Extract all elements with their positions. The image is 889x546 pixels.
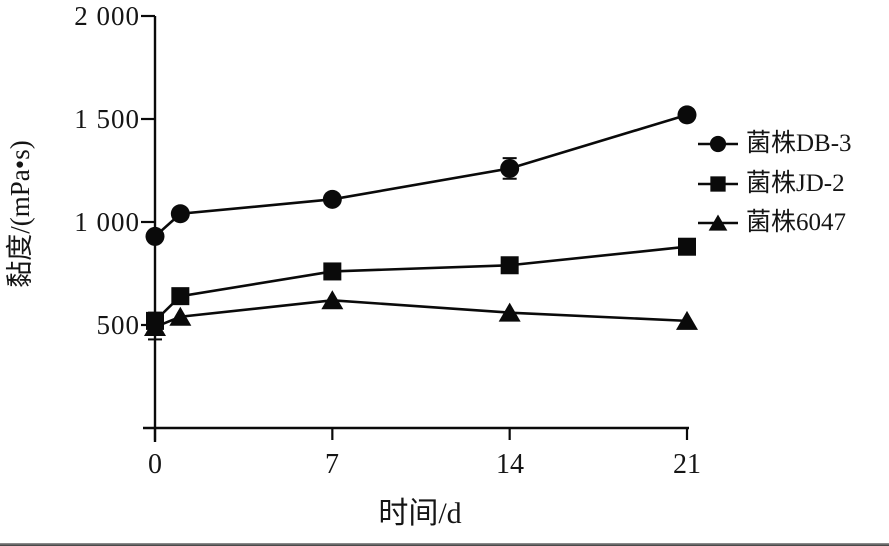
- y-axis-title: 黏度/(mPa•s): [5, 140, 35, 288]
- x-axis-title: 时间/d: [378, 497, 462, 530]
- x-tick-label: 7: [325, 449, 339, 480]
- x-tick-label: 21: [673, 449, 701, 480]
- x-tick-label: 0: [148, 449, 162, 480]
- x-tick-label: 14: [496, 449, 524, 480]
- page-bottom-rule: [0, 543, 889, 546]
- y-tick-label: 1 000: [74, 207, 140, 237]
- y-tick-label: 500: [96, 310, 140, 340]
- y-tick-label: 2 000: [74, 1, 140, 31]
- y-tick-label: 1 500: [74, 104, 140, 134]
